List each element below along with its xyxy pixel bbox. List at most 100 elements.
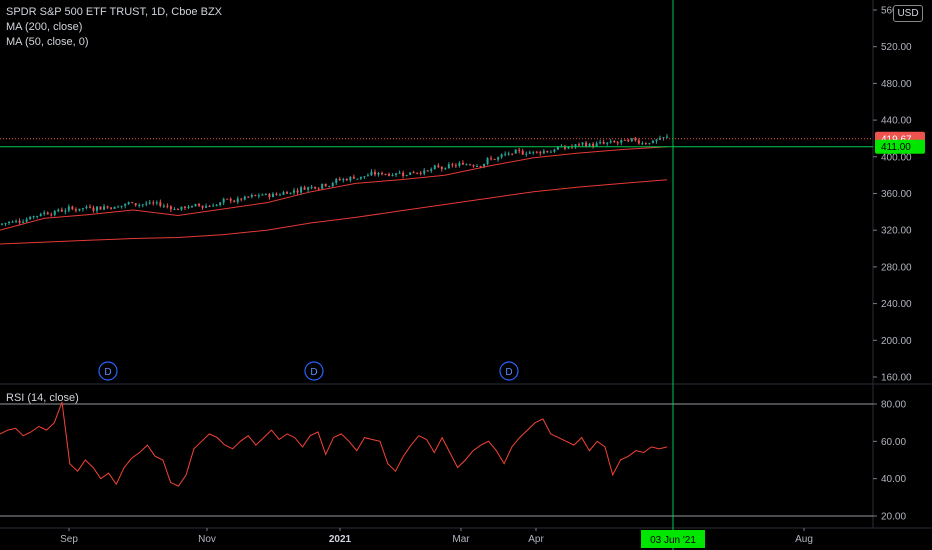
candle-body (4, 222, 7, 224)
candle-body (486, 158, 489, 164)
dividend-marker-circle (98, 361, 118, 381)
time-tick-label: Apr (528, 534, 544, 545)
candle-body (588, 143, 591, 147)
candle-body (310, 186, 313, 188)
symbol-title[interactable]: SPDR S&P 500 ETF TRUST, 1D, Cboe BZX (6, 6, 223, 18)
candle-body (85, 206, 88, 209)
candle-body (658, 138, 661, 140)
rsi-legend[interactable]: RSI (14, close) (6, 392, 79, 404)
candle-body (507, 153, 510, 155)
candle-body (535, 151, 538, 153)
currency-button[interactable]: USD (893, 5, 923, 22)
candle-body (1, 223, 3, 225)
candle-body (500, 154, 503, 158)
candle-body (465, 164, 468, 166)
candle-body (22, 221, 25, 223)
candle-body (634, 138, 637, 141)
candle-body (335, 178, 338, 183)
candle-body (616, 142, 619, 144)
candle-body (363, 176, 366, 178)
candle-body (666, 136, 668, 138)
candle-body (662, 137, 665, 139)
candle-body (247, 196, 250, 198)
candle-body (236, 198, 239, 203)
candle-body (402, 172, 405, 176)
candle-body (609, 141, 612, 143)
time-tick-label: Sep (60, 534, 78, 545)
candle-body (271, 193, 274, 198)
candle-body (166, 205, 169, 207)
dividend-marker-label: D (310, 367, 317, 378)
candle-body (454, 165, 457, 167)
moving-average-lines (0, 146, 668, 245)
candle-body (222, 198, 225, 203)
crosshair-price-badge (875, 139, 925, 154)
candle-body (620, 139, 623, 143)
candle-body (243, 196, 246, 200)
candle-body (377, 173, 380, 175)
candle-body (613, 141, 616, 143)
candle-body (430, 169, 433, 171)
candle-body (345, 179, 348, 181)
candle-body (511, 153, 514, 155)
candle-body (282, 192, 285, 195)
crosshair-date-badge (641, 530, 705, 548)
candle-body (124, 204, 127, 206)
candle-body (391, 174, 394, 176)
candle-body (183, 206, 186, 208)
candle-body (187, 206, 190, 208)
candle-body (574, 144, 577, 147)
candle-body (60, 209, 63, 212)
candle-body (458, 162, 461, 166)
candle-body (233, 200, 236, 203)
candle-body (493, 159, 496, 161)
dividend-marker-label: D (505, 367, 512, 378)
candle-body (106, 206, 109, 208)
candle-body (521, 150, 524, 155)
candle-body (342, 179, 345, 181)
candle-body (191, 206, 193, 208)
grid (0, 0, 932, 529)
candle-body (542, 151, 545, 154)
candle-body (528, 152, 531, 154)
candle-body (67, 206, 70, 211)
candle-body (74, 209, 77, 211)
candle-body (25, 219, 28, 222)
candle-body (46, 212, 49, 215)
candle-body (317, 188, 320, 190)
dividend-marker[interactable]: D (98, 361, 118, 381)
crosshair-date-label: 03 Jun '21 (650, 535, 696, 546)
candle-body (286, 192, 288, 194)
rsi-tick-label: 40.00 (881, 474, 906, 485)
candle-body (585, 142, 588, 147)
ma-50-legend[interactable]: MA (50, close, 0) (6, 36, 89, 48)
candle-body (479, 166, 482, 168)
candle-body (50, 214, 53, 216)
candle-body (303, 187, 306, 190)
price-tick-label: 200.00 (881, 336, 912, 347)
candle-body (419, 172, 422, 174)
ma-200-legend[interactable]: MA (200, close) (6, 21, 83, 33)
candle-body (155, 202, 158, 204)
candle-body (141, 204, 144, 206)
candle-body (476, 166, 478, 168)
candle-body (338, 178, 341, 181)
candle-body (57, 209, 60, 212)
candle-body (437, 165, 440, 167)
candle-body (514, 149, 517, 154)
candle-body (412, 172, 415, 174)
candle-body (447, 164, 450, 169)
dividend-marker-circle (304, 361, 324, 381)
candle-body (212, 205, 215, 207)
candle-body (32, 216, 35, 218)
candle-body (278, 194, 281, 196)
candle-body (275, 193, 278, 195)
candle-body (88, 206, 91, 208)
candle-body (117, 206, 120, 208)
candle-body (296, 190, 299, 193)
candle-body (219, 202, 222, 205)
dividend-marker[interactable]: D (304, 361, 324, 381)
dividend-marker[interactable]: D (499, 361, 519, 381)
